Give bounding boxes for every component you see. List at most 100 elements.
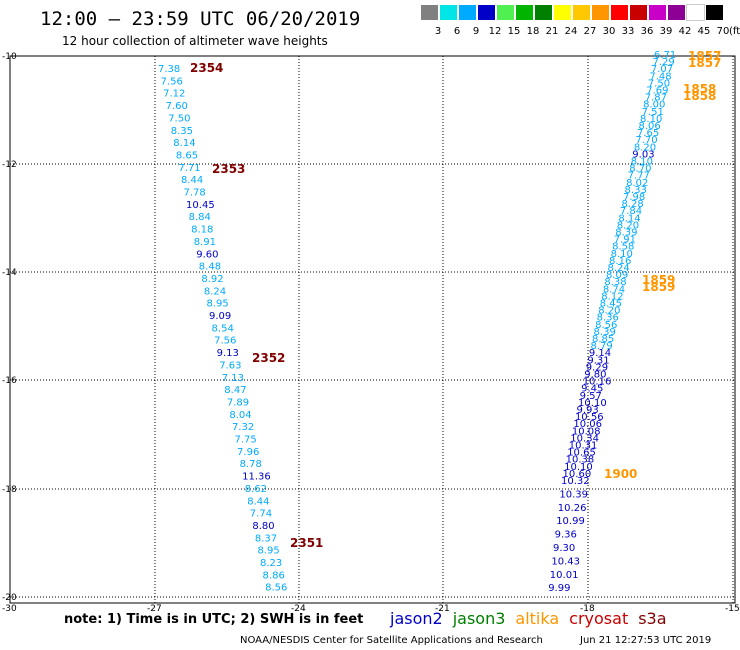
scale-label: 9	[472, 26, 480, 37]
scale-label: 39	[659, 26, 673, 37]
legend-item-jason2: jason2	[390, 609, 443, 628]
wave-height-value: 7.69	[646, 86, 668, 97]
map-frame	[9, 55, 736, 604]
wave-height-value: 7.98	[623, 192, 645, 203]
scale-label: 24	[564, 26, 578, 37]
wave-height-value: 10.34	[570, 433, 599, 444]
wave-height-value: 9.31	[587, 355, 609, 366]
wave-height-value: 9.60	[196, 249, 218, 260]
wave-height-value: 8.78	[240, 459, 262, 470]
scale-swatch	[686, 4, 705, 21]
time-label: 2351	[290, 536, 323, 550]
lon-label: -15	[725, 604, 740, 614]
altimeter-track-left: 7.387.567.127.607.508.358.148.657.718.44…	[158, 61, 323, 594]
time-label: 1857	[688, 49, 721, 63]
scale-swatch	[497, 5, 514, 20]
wave-height-value: 10.56	[575, 412, 604, 423]
scale-label: 18	[526, 26, 540, 37]
scale-label: 3	[434, 26, 442, 37]
wave-height-value: 8.85	[592, 334, 614, 345]
wave-height-value: 7.51	[642, 107, 664, 118]
time-label: 1858	[683, 89, 716, 103]
wave-height-value: 8.58	[612, 242, 634, 253]
scale-swatch	[649, 5, 666, 20]
wave-height-value: 10.39	[559, 489, 588, 500]
wave-height-value: 8.74	[603, 284, 625, 295]
wave-height-value: 7.77	[628, 171, 650, 182]
wave-height-value: 9.14	[589, 348, 611, 359]
wave-height-value: 8.44	[247, 496, 269, 507]
wave-height-value: 8.80	[252, 521, 274, 532]
wave-height-value: 8.56	[595, 320, 617, 331]
scale-swatch	[706, 5, 723, 20]
scale-swatch	[421, 5, 438, 20]
wave-height-value: 8.45	[600, 299, 622, 310]
wave-height-value: 7.38	[158, 64, 180, 75]
wave-height-value: 8.16	[609, 256, 631, 267]
time-label: 2353	[212, 162, 245, 176]
wave-height-value: 8.54	[212, 323, 234, 334]
wave-height-value: 8.95	[257, 546, 279, 557]
wave-height-value: 7.50	[168, 113, 190, 124]
lat-lon-grid	[9, 55, 736, 604]
scale-swatch	[592, 5, 609, 20]
scale-label: 12	[488, 26, 502, 37]
satellite-legend: jason2 jason3 altika cryosat s3a	[390, 609, 677, 628]
lon-label: -21	[435, 604, 450, 614]
wave-height-value: 8.92	[201, 274, 223, 285]
wave-height-value: 7.84	[620, 206, 642, 217]
wave-height-value: 10.45	[186, 200, 215, 211]
map-subtitle: 12 hour collection of altimeter wave hei…	[62, 34, 328, 48]
wave-height-value: 8.47	[224, 385, 246, 396]
wave-height-value: 8.79	[590, 341, 612, 352]
wave-height-value: 7.89	[227, 397, 249, 408]
wave-height-value: 8.62	[245, 484, 267, 495]
wave-height-value: 8.12	[601, 291, 623, 302]
lat-label: -12	[2, 160, 17, 170]
scale-swatch	[554, 5, 571, 20]
wave-height-value: 9.99	[548, 583, 570, 594]
wave-height-value: 7.50	[648, 78, 670, 89]
wave-height-value: 7.65	[637, 128, 659, 139]
lat-label: -18	[2, 485, 17, 495]
wave-height-value: 10.60	[563, 469, 592, 480]
wave-height-value: 9.03	[632, 149, 654, 160]
wave-height-value: 7.74	[250, 509, 272, 520]
wave-height-value: 8.48	[199, 262, 221, 273]
wave-height-value: 7.96	[237, 447, 259, 458]
wave-height-value: 10.32	[561, 476, 590, 487]
wave-height-value: 8.18	[191, 225, 213, 236]
wave-height-value: 8.39	[615, 228, 637, 239]
wave-height-value: 8.86	[263, 570, 285, 581]
wave-height-value: 9.45	[581, 384, 603, 395]
scale-swatch	[440, 5, 457, 20]
wave-height-value: 8.95	[206, 299, 228, 310]
scale-label: 27	[583, 26, 597, 37]
scale-swatch	[535, 5, 552, 20]
wave-height-value: 8.37	[255, 533, 277, 544]
time-label: 1859	[642, 280, 675, 294]
wave-height-value: 7.13	[222, 373, 244, 384]
scale-label: 30	[602, 26, 616, 37]
scale-label: 42	[678, 26, 692, 37]
wave-height-value: 8.84	[189, 212, 211, 223]
scale-swatch	[516, 5, 533, 20]
wave-height-value: 7.78	[184, 188, 206, 199]
wave-height-value: 8.35	[171, 126, 193, 137]
scale-label: 45	[697, 26, 711, 37]
scale-label: 70	[716, 26, 730, 37]
wave-height-value: 8.24	[608, 263, 630, 274]
wave-height-value: 7.48	[649, 71, 671, 82]
wave-height-value: 7.63	[219, 360, 241, 371]
wave-height-value: 7.29	[652, 57, 674, 68]
wave-height-value: 8.20	[617, 220, 639, 231]
wave-height-value: 10.31	[569, 441, 598, 452]
wave-height-value: 7.70	[635, 135, 657, 146]
wave-height-value: 8.06	[639, 121, 661, 132]
wave-height-value: 7.71	[178, 163, 200, 174]
legend-item-cryosat: cryosat	[569, 609, 629, 628]
wave-height-value: 9.36	[555, 530, 577, 541]
wave-height-value: 9.13	[217, 348, 239, 359]
note-text: note: 1) Time is in UTC; 2) SWH is in fe…	[64, 612, 364, 627]
wave-height-value: 7.87	[645, 93, 667, 104]
